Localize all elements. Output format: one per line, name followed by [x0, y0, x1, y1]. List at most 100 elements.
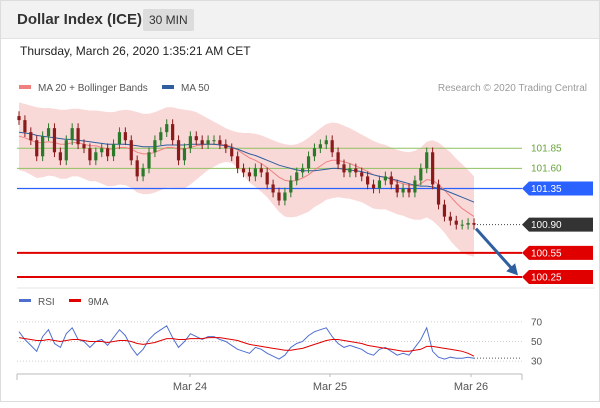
candle-body [176, 140, 181, 161]
candle-body [88, 148, 92, 161]
x-tick-label: Mar 24 [173, 381, 207, 393]
candle-body [277, 192, 281, 201]
candle-body [236, 156, 240, 169]
candle-body [395, 184, 399, 193]
level-label-101.85: 101.85 [531, 143, 562, 154]
level-label-100.90: 100.90 [531, 220, 562, 231]
candle-body [64, 140, 68, 161]
candle-body [100, 148, 104, 153]
candle-body [35, 140, 39, 157]
rsi-legend-label: RSI [38, 297, 55, 308]
rsi-grid: 70 50 30 [17, 317, 543, 368]
level-label-101.60: 101.60 [531, 163, 562, 174]
9ma-legend-label: 9MA [88, 297, 109, 308]
candle-body [165, 124, 169, 133]
ma50-legend-swatch [162, 85, 174, 89]
widget-header: Dollar Index (ICE) 30 MIN [1, 1, 599, 39]
candle-body [58, 152, 62, 161]
candle-body [171, 124, 175, 141]
candle-body [401, 188, 405, 193]
candlesticks [17, 111, 476, 230]
candle-body [371, 184, 376, 189]
candle-body [123, 132, 127, 141]
level-label-101.35: 101.35 [531, 184, 562, 195]
candle-body [247, 172, 252, 177]
candle-body [454, 220, 458, 225]
9ma-legend-swatch [69, 299, 81, 302]
candle-body [153, 140, 157, 153]
candle-body [472, 223, 476, 225]
candle-body [377, 180, 382, 189]
candle-body [295, 172, 299, 181]
candle-body [318, 144, 322, 149]
forecast-arrow-shaft [474, 227, 516, 272]
candle-body [259, 168, 263, 173]
candle-body [436, 184, 441, 205]
candle-body [271, 184, 275, 193]
level-tag-101.35 [522, 181, 593, 196]
candle-body [383, 176, 387, 181]
candle-body [448, 216, 452, 221]
rsi-legend-swatch [19, 299, 31, 302]
candle-body [354, 168, 358, 173]
candle-body [70, 128, 74, 141]
candle-body [336, 152, 340, 165]
candle-body [94, 152, 98, 161]
candle-body [117, 132, 122, 145]
candle-body [46, 128, 51, 137]
candle-body [389, 176, 393, 185]
candle-body [17, 116, 21, 121]
candle-body [106, 148, 110, 157]
candle-body [442, 204, 447, 217]
candle-body [425, 152, 429, 169]
candle-body [194, 136, 198, 141]
candle-body [129, 140, 133, 161]
candle-body [188, 136, 192, 149]
timeframe-badge[interactable]: 30 MIN [143, 9, 194, 31]
candle-body [324, 140, 328, 145]
rsi-legend: RSI 9MA [19, 297, 109, 308]
rsi-tick-label-30: 30 [531, 357, 543, 368]
level-tag-100.25 [522, 269, 593, 284]
rsi-9ma-line [18, 337, 475, 357]
candle-body [360, 172, 364, 177]
bollinger-band [19, 102, 474, 257]
ma20-legend-label: MA 20 + Bollinger Bands [38, 83, 148, 94]
candle-body [212, 140, 216, 142]
main-legend: MA 20 + Bollinger Bands MA 50 Research ©… [19, 83, 587, 94]
candle-body [141, 168, 145, 177]
level-tag-100.55 [522, 245, 593, 260]
rsi-tick-label-70: 70 [531, 317, 543, 328]
candle-body [312, 148, 317, 157]
candle-body [419, 168, 423, 181]
candle-body [366, 176, 370, 185]
candle-body [29, 132, 33, 141]
candle-body [241, 168, 246, 173]
candle-body [289, 180, 293, 193]
forecast-arrow [474, 227, 519, 276]
ma20-line [18, 135, 475, 218]
rsi-lines [18, 325, 522, 360]
candle-body [283, 192, 287, 201]
level-tag-100.90 [522, 217, 593, 232]
ma20-legend-swatch [19, 85, 31, 89]
candle-body [182, 148, 187, 161]
candle-body [466, 223, 470, 225]
instrument-title: Dollar Index (ICE) [17, 11, 143, 28]
bollinger-band-area [19, 102, 474, 257]
candle-body [200, 140, 204, 145]
ma50-line [18, 131, 475, 203]
key-level-lines [17, 147, 522, 278]
forecast-arrow-head [506, 263, 519, 276]
candle-body [348, 168, 352, 173]
candle-body [230, 148, 234, 157]
candle-body [76, 128, 80, 145]
candle-body [218, 140, 222, 145]
candle-body [407, 188, 411, 193]
time-axis: Mar 24 Mar 25 Mar 26 [16, 373, 523, 393]
candle-body [159, 132, 163, 141]
candle-body [413, 180, 417, 193]
research-credit: Research © 2020 Trading Central [438, 83, 587, 94]
ma50-legend-label: MA 50 [181, 83, 210, 94]
